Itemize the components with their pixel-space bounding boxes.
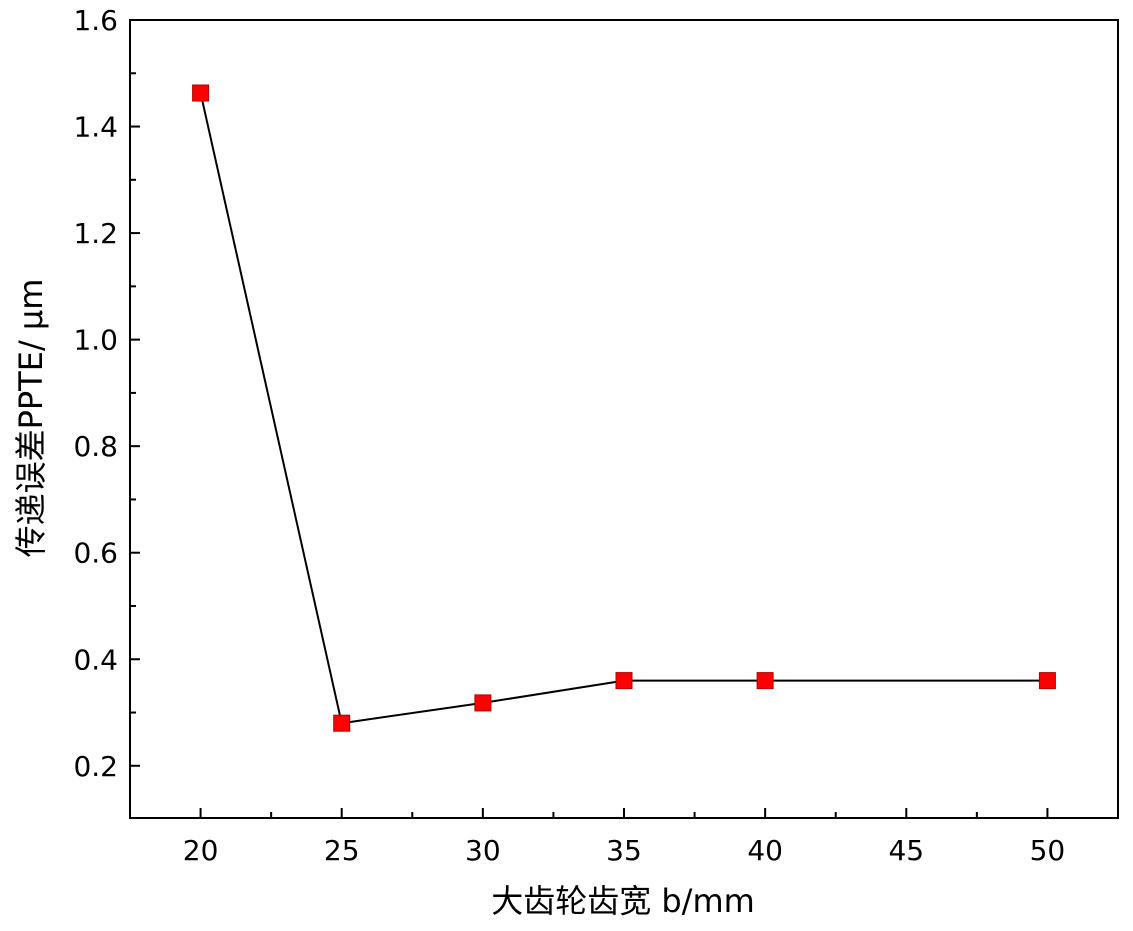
x-tick-label: 25 <box>324 834 360 867</box>
chart-labels: 大齿轮齿宽 b/mm 传递误差PPTE/ μm <box>12 279 755 920</box>
x-tick-label: 35 <box>606 834 642 867</box>
chart-axes: 0.2 0.4 0.6 0.8 1.0 1.2 1.4 1.6 20 25 30 35 40 45 50 <box>73 4 1119 867</box>
x-axis-title: 大齿轮齿宽 b/mm <box>491 882 755 920</box>
y-tick-label: 1.6 <box>73 4 118 37</box>
y-tick-label: 0.2 <box>73 750 118 783</box>
x-tick-label: 45 <box>888 834 924 867</box>
x-tick-label: 20 <box>183 834 219 867</box>
y-tick-label: 1.0 <box>73 324 118 357</box>
data-point <box>474 694 492 712</box>
data-point <box>192 84 210 102</box>
data-point <box>756 672 774 690</box>
data-point <box>333 714 351 732</box>
y-tick-label: 1.4 <box>73 111 118 144</box>
y-tick-label: 1.2 <box>73 217 118 250</box>
y-axis-title: 传递误差PPTE/ μm <box>12 279 50 558</box>
x-tick-label: 40 <box>747 834 783 867</box>
data-point <box>1038 672 1056 690</box>
y-tick-label: 0.4 <box>73 643 118 676</box>
data-point <box>615 672 633 690</box>
series-line <box>199 92 1048 725</box>
plot-frame <box>129 19 1119 819</box>
y-tick-label: 0.8 <box>73 430 118 463</box>
series-layer <box>192 84 1056 732</box>
x-tick-label: 30 <box>465 834 501 867</box>
x-tick-label: 50 <box>1030 834 1066 867</box>
y-tick-label: 0.6 <box>73 537 118 570</box>
